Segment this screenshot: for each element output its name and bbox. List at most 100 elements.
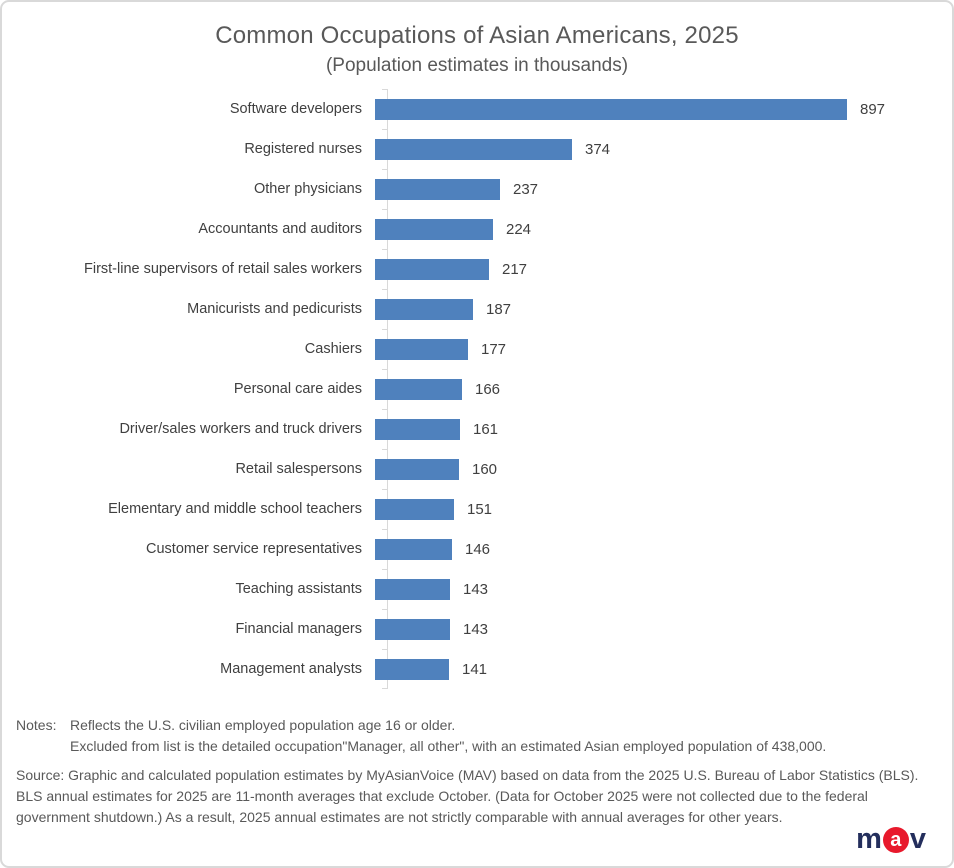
bar-area: 151 bbox=[375, 498, 952, 520]
bar bbox=[375, 338, 468, 360]
axis-tick bbox=[382, 169, 388, 170]
notes-line-1: Reflects the U.S. civilian employed popu… bbox=[70, 717, 456, 733]
bar-area: 143 bbox=[375, 578, 952, 600]
bar bbox=[375, 458, 459, 480]
bar-row: Elementary and middle school teachers 151 bbox=[2, 489, 952, 529]
notes-lines: Reflects the U.S. civilian employed popu… bbox=[70, 715, 938, 757]
category-label: Driver/sales workers and truck drivers bbox=[119, 421, 362, 437]
logo-letter-m: m bbox=[856, 823, 882, 855]
bar-row: First-line supervisors of retail sales w… bbox=[2, 249, 952, 289]
axis-tick bbox=[382, 649, 388, 650]
bar-row: Driver/sales workers and truck drivers 16… bbox=[2, 409, 952, 449]
value-label: 146 bbox=[465, 540, 491, 558]
bar-area: 161 bbox=[375, 418, 952, 440]
value-label: 143 bbox=[463, 620, 489, 638]
value-label: 217 bbox=[502, 260, 528, 278]
notes-block: Notes: Reflects the U.S. civilian employ… bbox=[16, 715, 938, 757]
value-label: 897 bbox=[860, 100, 886, 118]
bar-area: 143 bbox=[375, 618, 952, 640]
bar-rows-container: Software developers 897 Registered nurses 3… bbox=[2, 89, 952, 689]
title-block: Common Occupations of Asian Americans, 2… bbox=[2, 2, 952, 77]
notes-label: Notes: bbox=[16, 717, 57, 733]
bar-row: Cashiers 177 bbox=[2, 329, 952, 369]
bar bbox=[375, 498, 454, 520]
category-label: Cashiers bbox=[304, 341, 362, 357]
value-label: 161 bbox=[473, 420, 499, 438]
axis-tick bbox=[382, 449, 388, 450]
axis-tick bbox=[382, 129, 388, 130]
bar bbox=[375, 578, 450, 600]
bar-row: Retail salespersons 160 bbox=[2, 449, 952, 489]
logo-red-circle-icon: a bbox=[882, 826, 909, 853]
bar-area: 187 bbox=[375, 298, 952, 320]
bar bbox=[375, 298, 473, 320]
axis-tick bbox=[382, 209, 388, 210]
value-label: 160 bbox=[472, 460, 498, 478]
axis-tick bbox=[382, 289, 388, 290]
bar-row: Financial managers 143 bbox=[2, 609, 952, 649]
bar-area: 224 bbox=[375, 218, 952, 240]
category-label: Teaching assistants bbox=[235, 581, 362, 597]
bar-row: Manicurists and pedicurists 187 bbox=[2, 289, 952, 329]
category-label: Accountants and auditors bbox=[198, 221, 362, 237]
axis-tick bbox=[382, 688, 388, 689]
value-label: 237 bbox=[513, 180, 539, 198]
bar bbox=[375, 538, 452, 560]
value-label: 187 bbox=[486, 300, 512, 318]
axis-tick bbox=[382, 89, 388, 90]
axis-tick bbox=[382, 489, 388, 490]
category-label: Customer service representatives bbox=[146, 541, 362, 557]
axis-tick bbox=[382, 569, 388, 570]
bar-area: 177 bbox=[375, 338, 952, 360]
bar bbox=[375, 258, 489, 280]
bar-row: Management analysts 141 bbox=[2, 649, 952, 689]
bar bbox=[375, 178, 500, 200]
value-label: 151 bbox=[467, 500, 493, 518]
bar-area: 217 bbox=[375, 258, 952, 280]
category-label: Management analysts bbox=[220, 661, 362, 677]
logo-letter-v: v bbox=[909, 823, 926, 855]
axis-tick bbox=[382, 249, 388, 250]
bar-row: Customer service representatives 146 bbox=[2, 529, 952, 569]
bar-area: 237 bbox=[375, 178, 952, 200]
source-text: Source: Graphic and calculated populatio… bbox=[16, 767, 919, 825]
category-label: Registered nurses bbox=[244, 141, 362, 157]
notes-line-2: Excluded from list is the detailed occup… bbox=[70, 738, 827, 754]
bar bbox=[375, 138, 572, 160]
value-label: 177 bbox=[481, 340, 507, 358]
bar-area: 897 bbox=[375, 98, 952, 120]
category-label: Elementary and middle school teachers bbox=[108, 501, 362, 517]
bar bbox=[375, 98, 847, 120]
category-label: Manicurists and pedicurists bbox=[187, 301, 362, 317]
bar bbox=[375, 218, 493, 240]
bar bbox=[375, 658, 449, 680]
category-label: Other physicians bbox=[254, 181, 362, 197]
axis-tick bbox=[382, 529, 388, 530]
value-label: 224 bbox=[506, 220, 532, 238]
axis-tick bbox=[382, 609, 388, 610]
value-label: 143 bbox=[463, 580, 489, 598]
bar-row: Other physicians 237 bbox=[2, 169, 952, 209]
bar bbox=[375, 378, 462, 400]
bar-row: Accountants and auditors 224 bbox=[2, 209, 952, 249]
logo-letter-a: a bbox=[890, 828, 902, 851]
axis-tick bbox=[382, 409, 388, 410]
chart-title: Common Occupations of Asian Americans, 2… bbox=[215, 22, 739, 49]
category-label: Software developers bbox=[229, 101, 362, 117]
bar-row: Teaching assistants 143 bbox=[2, 569, 952, 609]
bar-area: 160 bbox=[375, 458, 952, 480]
category-label: First-line supervisors of retail sales w… bbox=[84, 261, 362, 277]
bar-chart: Software developers 897 Registered nurses 3… bbox=[2, 89, 952, 689]
value-label: 166 bbox=[475, 380, 501, 398]
bar-area: 166 bbox=[375, 378, 952, 400]
category-label: Retail salespersons bbox=[235, 461, 362, 477]
axis-tick bbox=[382, 369, 388, 370]
category-label: Personal care aides bbox=[233, 381, 362, 397]
bar-area: 146 bbox=[375, 538, 952, 560]
chart-subtitle: (Population estimates in thousands) bbox=[325, 55, 629, 76]
bar-row: Software developers 897 bbox=[2, 89, 952, 129]
bar-row: Registered nurses 374 bbox=[2, 129, 952, 169]
bar-row: Personal care aides 166 bbox=[2, 369, 952, 409]
mav-logo: m a v bbox=[856, 825, 926, 854]
